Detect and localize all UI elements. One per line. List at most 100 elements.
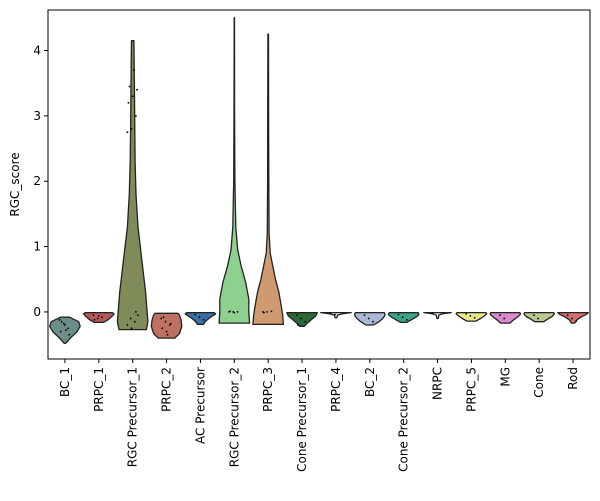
violin-prpc-1 [82, 311, 115, 324]
violin-bc-1 [49, 316, 81, 344]
data-point [397, 313, 400, 316]
data-point [129, 317, 132, 320]
data-point [126, 324, 129, 326]
data-point [63, 322, 65, 325]
data-point [194, 313, 197, 316]
violin-prpc-4 [320, 311, 352, 319]
data-point [165, 330, 168, 333]
data-point [372, 320, 374, 323]
data-point [571, 317, 573, 320]
data-point [130, 327, 133, 330]
data-point [198, 316, 201, 319]
data-point [169, 322, 172, 325]
data-point [537, 317, 539, 320]
data-point [266, 311, 268, 313]
violin-ac-precursor [184, 311, 217, 326]
x-tick-label: PRPC_1 [92, 367, 106, 412]
data-point [97, 315, 100, 317]
y-tick-label: 1 [33, 240, 41, 254]
x-tick-label: AC Precursor [193, 367, 207, 444]
y-tick-label: 2 [33, 174, 41, 188]
x-tick-label: BC_2 [363, 367, 377, 397]
violin-cone-precursor-1 [286, 311, 318, 327]
x-tick-label: Rod [566, 367, 580, 390]
x-tick-label: PRPC_5 [464, 367, 478, 412]
data-point [96, 317, 99, 320]
data-point [131, 95, 134, 98]
x-tick-label: Cone [532, 367, 546, 398]
data-point [136, 88, 138, 91]
data-point [65, 329, 67, 332]
data-point [431, 312, 434, 315]
data-point [67, 327, 69, 330]
data-point [135, 115, 137, 117]
data-point [233, 311, 236, 314]
data-point [503, 317, 506, 320]
x-axis: BC_1 PRPC_1 RGC Precursor_1 PRPC_2 AC Precur… [58, 359, 580, 472]
violin-prpc-2 [150, 312, 183, 339]
violin-mg [489, 311, 522, 324]
x-tick-label: MG [498, 367, 512, 387]
data-point [133, 320, 136, 323]
data-point [166, 333, 169, 336]
y-axis-label: RGC_score [8, 152, 22, 216]
violin-cone-precursor-2 [387, 311, 420, 324]
data-point [68, 333, 71, 336]
data-point [162, 316, 165, 319]
data-point [132, 69, 135, 71]
plot-frame [47, 9, 591, 360]
data-point [92, 314, 95, 317]
data-point [329, 312, 332, 315]
x-tick-label: PRPC_4 [329, 367, 343, 412]
y-tick-label: 4 [33, 44, 41, 58]
x-tick-label: NRPC [431, 367, 445, 400]
data-point [137, 314, 139, 317]
data-point [168, 324, 171, 326]
x-tick-label: Cone Precursor_2 [397, 367, 411, 472]
data-point [64, 324, 66, 326]
data-point [401, 316, 404, 319]
y-axis: 0 1 2 3 4 [33, 44, 48, 319]
violin-prpc-3 [252, 33, 285, 326]
data-point [135, 311, 137, 313]
x-tick-label: RGC Precursor_2 [227, 367, 241, 467]
data-point [58, 318, 61, 321]
violin-rgc-precursor-1 [116, 40, 149, 331]
data-point [367, 317, 370, 320]
violin-group [49, 17, 589, 344]
x-tick-label: BC_1 [58, 367, 72, 397]
data-point [59, 330, 62, 333]
data-point [473, 316, 476, 319]
data-point [101, 316, 103, 319]
data-point [160, 317, 163, 320]
data-point [469, 315, 472, 317]
data-point [127, 101, 130, 104]
data-point [229, 310, 231, 313]
data-point [499, 314, 501, 317]
data-point [263, 311, 265, 314]
violin-prpc-5 [455, 311, 488, 322]
data-point [126, 131, 129, 134]
data-point [363, 314, 366, 317]
data-point [270, 310, 273, 313]
data-point [575, 320, 578, 322]
data-point [300, 317, 302, 320]
data-point [304, 320, 307, 323]
data-point [406, 318, 408, 321]
violin-nrpc [423, 311, 452, 320]
x-tick-label: PRPC_2 [160, 367, 174, 412]
data-point [60, 320, 63, 323]
data-point [566, 314, 569, 317]
x-tick-label: PRPC_3 [261, 367, 275, 412]
data-point [164, 320, 167, 323]
x-tick-label: Cone Precursor_1 [295, 367, 309, 472]
data-point [161, 327, 164, 330]
data-point [130, 127, 133, 130]
data-point [236, 311, 239, 313]
data-point [295, 314, 298, 317]
violin-bc-2 [353, 311, 386, 326]
violin-rgc-precursor-2 [218, 17, 251, 324]
y-tick-label: 3 [33, 109, 41, 123]
data-point [465, 313, 467, 315]
